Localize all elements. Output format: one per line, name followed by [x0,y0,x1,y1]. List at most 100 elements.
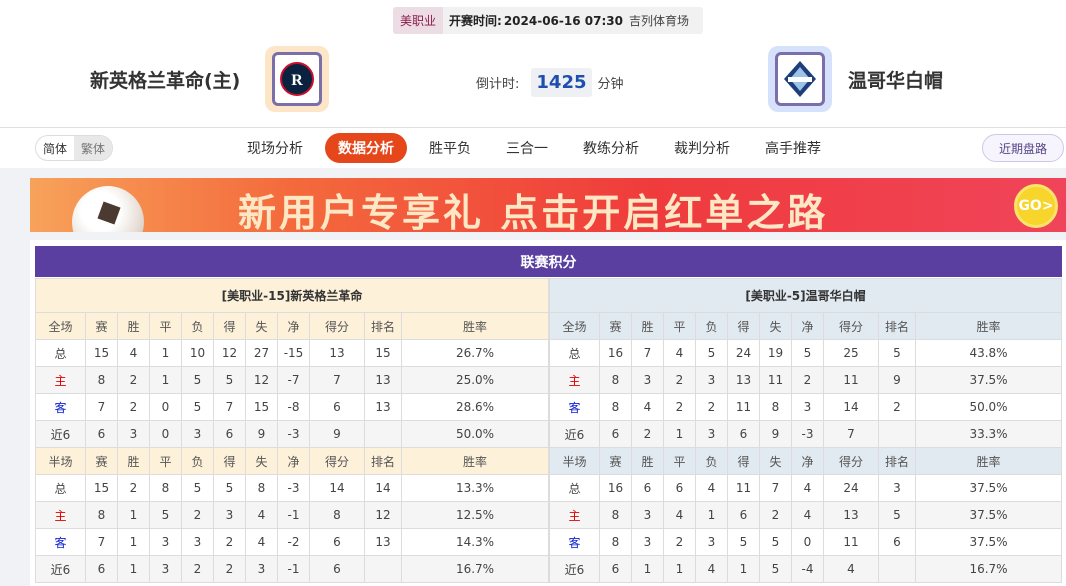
table-row: 主 8 3 4 1 6 2 4 13 5 37.5% [549,501,1062,529]
table-cell: 7 [759,474,792,502]
table-cell: 6 [599,555,632,583]
table-cell: 8 [149,474,182,502]
table-cell: 3 [695,366,728,394]
table-cell: 12 [213,339,246,367]
section-label: 半场 [35,447,86,475]
svg-text:R: R [291,72,303,89]
whitecaps-crest-icon [784,61,816,97]
table-cell: 12 [364,501,402,529]
table-cell: 6 [727,501,760,529]
table-cell: 2 [878,393,916,421]
row-label: 客 [549,528,600,556]
column-header: 平 [663,312,696,340]
go-button[interactable]: GO> [1014,184,1058,228]
tab-coach-analysis[interactable]: 教练分析 [583,141,639,157]
table-cell: 6 [85,555,118,583]
lang-traditional[interactable]: 繁体 [74,136,113,160]
table-cell: 3 [695,420,728,448]
tab-three-in-one[interactable]: 三合一 [506,141,548,157]
table-cell: 1 [117,501,150,529]
kickoff-label: 开赛时间: [449,14,502,28]
table-cell: 5 [878,339,916,367]
tab-live-analysis[interactable]: 现场分析 [247,141,303,157]
away-standings-table: [美职业-5]温哥华白帽 全场赛胜平负得失净得分 排名 胜率总 16 7 4 5 24 19 5 25… [549,278,1062,583]
tab-1x2[interactable]: 胜平负 [429,141,471,157]
standings-panel: 联赛积分 [美职业-15]新英格兰革命 全场赛胜平负得失净得分 排名 胜率总 15 4 1 1… [30,240,1066,586]
column-header: 失 [759,312,792,340]
table-cell [878,555,916,583]
team-standings-header[interactable]: [美职业-5]温哥华白帽 [549,278,1062,313]
column-header: 净 [791,312,824,340]
table-cell: 9 [759,420,792,448]
table-cell: 5 [213,474,246,502]
away-team-logo[interactable] [768,46,832,112]
home-team-logo[interactable]: R [265,46,329,112]
table-cell: 3 [245,555,278,583]
tab-referee-analysis[interactable]: 裁判分析 [674,141,730,157]
table-cell: 37.5% [915,474,1062,502]
table-cell: 5 [181,474,214,502]
table-row: 客 8 3 2 3 5 5 0 11 6 37.5% [549,528,1062,556]
column-header: 净 [791,447,824,475]
table-cell: 13 [727,366,760,394]
table-cell: 15 [85,339,118,367]
table-cell: 37.5% [915,501,1062,529]
column-header-row: 半场赛胜平负得失净得分 排名 胜率 [549,447,1062,475]
table-cell: 50.0% [915,393,1062,421]
tab-data-analysis[interactable]: 数据分析 [325,133,407,163]
table-cell: 6 [213,420,246,448]
row-label: 主 [35,501,86,529]
column-header: 排名 [878,447,916,475]
table-cell: 8 [599,366,632,394]
table-row: 主 8 2 1 5 5 12 -7 7 13 25.0% [35,366,549,394]
table-cell: 4 [791,474,824,502]
table-cell: 8 [85,366,118,394]
table-cell: 8 [599,528,632,556]
away-team-name[interactable]: 温哥华白帽 [848,70,944,92]
table-cell: 16.7% [401,555,549,583]
team-standings-header[interactable]: [美职业-15]新英格兰革命 [35,278,549,313]
standings-title: 联赛积分 [35,246,1062,277]
column-header: 失 [245,312,278,340]
promo-banner[interactable]: 新用户专享礼 点击开启红单之路 GO> [30,178,1066,232]
table-cell: 2 [631,420,664,448]
table-cell: 37.5% [915,528,1062,556]
table-cell: 37.5% [915,366,1062,394]
lang-simplified[interactable]: 简体 [43,141,68,156]
column-header: 得 [213,312,246,340]
table-cell: 4 [823,555,879,583]
table-cell: 14.3% [401,528,549,556]
column-header: 排名 [364,312,402,340]
table-cell: 28.6% [401,393,549,421]
league-badge[interactable]: 美职业 [393,7,444,34]
column-header: 平 [663,447,696,475]
table-cell: 13.3% [401,474,549,502]
table-row: 客 7 2 0 5 7 15 -8 6 13 28.6% [35,393,549,421]
recent-odds-button[interactable]: 近期盘路 [982,134,1064,162]
table-cell: 25 [823,339,879,367]
column-header: 负 [181,447,214,475]
tab-expert-picks[interactable]: 高手推荐 [765,141,821,157]
table-cell: 1 [117,555,150,583]
column-header: 失 [245,447,278,475]
table-cell: -7 [277,366,310,394]
table-cell: 6 [599,420,632,448]
table-cell: 1 [631,555,664,583]
table-cell: 1 [727,555,760,583]
table-cell: 5 [213,366,246,394]
row-label: 主 [35,366,86,394]
table-row: 总 16 7 4 5 24 19 5 25 5 43.8% [549,339,1062,367]
table-cell: 2 [181,501,214,529]
column-header: 得分 [309,312,365,340]
table-cell: 6 [631,474,664,502]
home-team-name[interactable]: 新英格兰革命(主) [90,70,241,92]
table-cell: 2 [663,366,696,394]
nav-bar: 简体 繁体 现场分析 数据分析 胜平负 三合一 教练分析 裁判分析 高手推荐 近… [0,127,1066,168]
table-cell: -2 [277,528,310,556]
table-cell: 16 [599,474,632,502]
column-header: 得分 [823,447,879,475]
table-cell: 14 [309,474,365,502]
table-cell: 8 [599,501,632,529]
countdown-unit: 分钟 [597,77,624,92]
table-cell: 6 [85,420,118,448]
